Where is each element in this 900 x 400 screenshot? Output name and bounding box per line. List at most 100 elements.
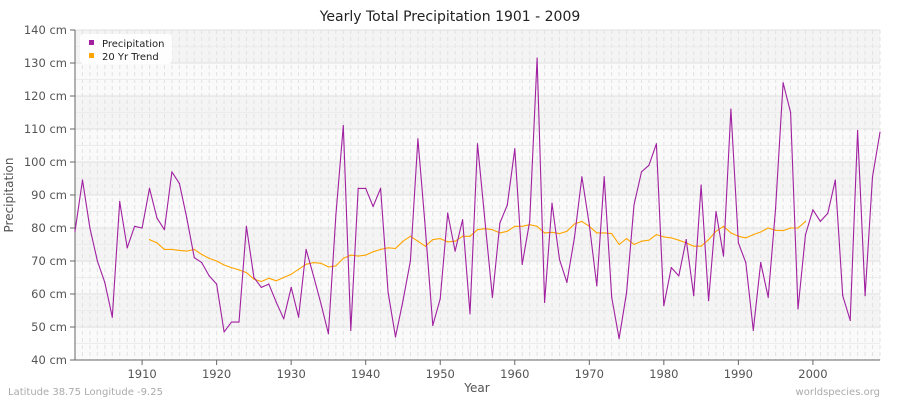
- data-point-precipitation: [775, 207, 777, 209]
- data-point-precipitation: [163, 229, 166, 231]
- data-point-20-yr-trend: [730, 232, 732, 234]
- legend-label-trend: 20 Yr Trend: [102, 52, 159, 63]
- x-tick-label: 1960: [500, 367, 529, 381]
- data-point-20-yr-trend: [663, 236, 665, 238]
- data-point-precipitation: [722, 255, 725, 257]
- data-point-20-yr-trend: [230, 267, 233, 269]
- data-point-precipitation: [506, 204, 508, 206]
- data-point-20-yr-trend: [625, 237, 628, 240]
- data-point-precipitation: [543, 301, 546, 303]
- data-point-precipitation: [491, 296, 494, 298]
- data-point-20-yr-trend: [372, 251, 374, 253]
- data-point-20-yr-trend: [298, 268, 300, 270]
- data-point-precipitation: [380, 187, 382, 189]
- series-lines: [74, 57, 881, 340]
- data-point-precipitation: [529, 220, 531, 222]
- data-point-20-yr-trend: [402, 240, 404, 242]
- data-point-precipitation: [827, 212, 829, 214]
- data-point-precipitation: [685, 238, 687, 241]
- data-point-precipitation: [581, 176, 583, 178]
- data-point-precipitation: [283, 318, 285, 320]
- data-point-precipitation: [409, 260, 412, 262]
- y-tick-label: 120 cm: [24, 89, 67, 103]
- data-point-precipitation: [469, 313, 471, 315]
- data-point-20-yr-trend: [797, 227, 799, 229]
- data-point-precipitation: [312, 275, 315, 277]
- legend: Precipitation 20 Yr Trend: [80, 34, 172, 64]
- data-point-precipitation: [618, 337, 620, 340]
- y-tick-label: 140 cm: [24, 23, 67, 37]
- data-point-precipitation: [342, 125, 344, 127]
- data-point-20-yr-trend: [201, 253, 203, 255]
- data-point-20-yr-trend: [275, 280, 277, 282]
- data-point-20-yr-trend: [178, 249, 180, 252]
- chart-title: Yearly Total Precipitation 1901 - 2009: [319, 9, 581, 25]
- data-point-precipitation: [648, 164, 650, 166]
- horizontal-gridlines: [75, 29, 880, 361]
- data-point-20-yr-trend: [491, 229, 494, 231]
- data-point-20-yr-trend: [521, 225, 523, 227]
- data-point-precipitation: [89, 227, 91, 229]
- data-point-precipitation: [238, 321, 240, 323]
- data-point-precipitation: [454, 250, 456, 252]
- data-point-precipitation: [171, 171, 173, 173]
- data-point-precipitation: [298, 316, 300, 318]
- data-point-precipitation: [767, 296, 769, 298]
- data-point-precipitation: [141, 227, 143, 229]
- data-point-20-yr-trend: [566, 230, 568, 232]
- data-point-20-yr-trend: [499, 232, 501, 234]
- data-point-precipitation: [275, 301, 277, 303]
- x-tick-label: 1980: [649, 367, 678, 381]
- data-point-precipitation: [857, 130, 859, 132]
- data-point-20-yr-trend: [245, 271, 248, 274]
- data-point-precipitation: [536, 57, 538, 59]
- data-point-precipitation: [678, 275, 680, 277]
- y-tick-label: 70 cm: [31, 254, 67, 268]
- data-point-precipitation: [633, 204, 635, 206]
- data-point-precipitation: [879, 131, 881, 133]
- data-point-20-yr-trend: [365, 254, 367, 256]
- data-point-precipitation: [201, 262, 203, 264]
- data-point-precipitation: [782, 82, 784, 84]
- x-tick-label: 2000: [798, 367, 827, 381]
- data-point-precipitation: [290, 286, 292, 288]
- data-point-precipitation: [484, 220, 486, 222]
- data-point-20-yr-trend: [722, 225, 725, 227]
- data-point-precipitation: [625, 291, 628, 293]
- data-point-20-yr-trend: [335, 265, 337, 267]
- data-point-precipitation: [745, 262, 747, 264]
- data-point-20-yr-trend: [461, 235, 464, 237]
- data-point-precipitation: [74, 230, 76, 232]
- y-tick-label: 90 cm: [31, 188, 67, 202]
- data-point-precipitation: [640, 171, 643, 173]
- data-point-20-yr-trend: [156, 242, 158, 244]
- y-tick-label: 100 cm: [24, 155, 67, 169]
- data-point-precipitation: [655, 143, 657, 145]
- data-point-20-yr-trend: [327, 266, 330, 268]
- legend-swatch-trend: [89, 53, 94, 58]
- location-footer: Latitude 38.75 Longitude -9.25: [8, 387, 163, 398]
- data-point-20-yr-trend: [432, 238, 434, 241]
- data-point-precipitation: [193, 257, 195, 259]
- data-point-precipitation: [417, 138, 419, 140]
- data-point-20-yr-trend: [469, 235, 471, 237]
- data-point-precipitation: [387, 291, 389, 293]
- data-point-20-yr-trend: [454, 240, 456, 242]
- data-point-precipitation: [96, 260, 98, 262]
- data-point-precipitation: [573, 237, 575, 239]
- data-point-20-yr-trend: [253, 278, 255, 280]
- data-point-precipitation: [737, 242, 739, 244]
- data-point-20-yr-trend: [640, 240, 643, 242]
- data-point-precipitation: [566, 281, 568, 284]
- data-point-precipitation: [268, 283, 270, 285]
- data-point-precipitation: [663, 304, 665, 307]
- data-point-20-yr-trend: [700, 245, 702, 247]
- data-point-precipitation: [156, 217, 158, 219]
- y-axis-label: Precipitation: [2, 157, 16, 232]
- data-point-20-yr-trend: [320, 262, 322, 264]
- y-tick-label: 80 cm: [31, 221, 67, 235]
- data-point-precipitation: [834, 179, 836, 181]
- legend-label-precipitation: Precipitation: [102, 39, 165, 50]
- data-point-20-yr-trend: [573, 223, 575, 225]
